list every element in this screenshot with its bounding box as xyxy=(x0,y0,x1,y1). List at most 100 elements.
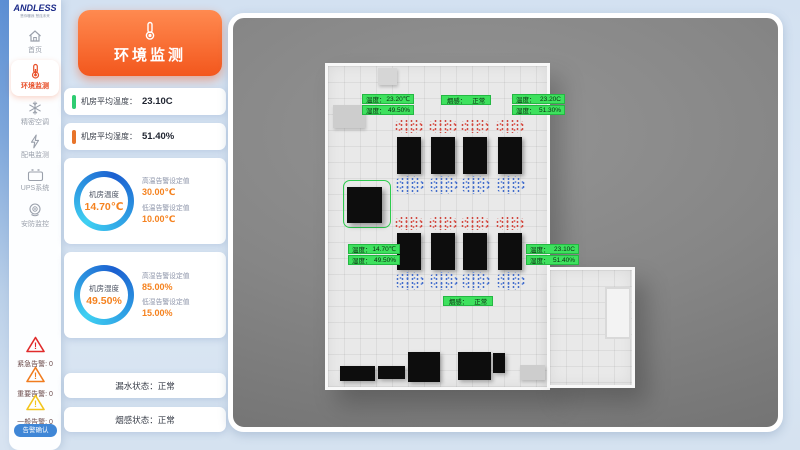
alarm-critical: ! 紧急告警: 0 xyxy=(9,336,61,371)
hot-airflow xyxy=(394,119,424,133)
battery-icon xyxy=(27,169,43,182)
server-rack[interactable] xyxy=(397,233,421,270)
sensor-label-smoke: 烟感： 正常 xyxy=(441,95,491,105)
sensor-label-temperature: 温度： 23.20℃ xyxy=(362,94,414,104)
sidebar-item-security[interactable]: 安防监控 xyxy=(11,202,59,232)
lightning-icon xyxy=(30,134,40,149)
sensor-label-temperature: 温度： 23.10C xyxy=(526,244,579,254)
hot-airflow xyxy=(460,216,490,230)
brand-logo: ANDLESS 慧你暖我 慧连未来 xyxy=(9,3,61,19)
room-temperature-value: 14.70℃ xyxy=(84,201,124,213)
avg-humidity-value: 51.40% xyxy=(142,131,175,142)
alarm-critical-count: 紧急告警: 0 xyxy=(17,361,53,368)
room-humidity-gauge-card: 机房湿度 49.50% 高湿告警设定值 85.00% 低湿告警设定值 15.00… xyxy=(64,252,226,338)
sensor-label-temperature: 温度： 14.70℃ xyxy=(348,244,400,254)
server-rack[interactable] xyxy=(463,137,487,174)
cold-airflow xyxy=(428,272,458,290)
alarm-minor-count: 一般告警: 0 xyxy=(17,419,53,426)
server-rack[interactable] xyxy=(498,137,522,174)
smoke-status-card: 烟感状态：正常 xyxy=(64,407,226,432)
svg-text:!: ! xyxy=(34,341,37,351)
hot-airflow xyxy=(428,119,458,133)
page-title-text: 环境监测 xyxy=(113,47,186,64)
high-temp-setpoint: 30.00℃ xyxy=(142,187,176,197)
sidebar-item-home[interactable]: 首页 xyxy=(11,28,59,58)
leak-status-text: 漏水状态：正常 xyxy=(115,380,175,391)
thermometer-icon xyxy=(145,21,155,40)
equipment-box-gray xyxy=(520,365,545,380)
sensor-label-humidity: 湿度： 51.30% xyxy=(512,105,565,115)
cold-airflow xyxy=(495,176,525,194)
svg-text:!: ! xyxy=(34,399,37,409)
equipment-box xyxy=(493,353,505,373)
cold-airflow xyxy=(460,272,490,290)
cold-airflow xyxy=(428,176,458,194)
hot-airflow xyxy=(460,119,490,133)
camera-icon xyxy=(29,203,41,217)
server-rack[interactable] xyxy=(431,233,455,270)
sidebar-item-ups[interactable]: UPS系统 xyxy=(11,168,59,196)
sidebar-item-power-distribution[interactable]: 配电监测 xyxy=(11,134,59,162)
smoke-status-text: 烟感状态：正常 xyxy=(115,414,175,425)
avg-temperature-card: 机房平均温度： 23.10C xyxy=(64,88,226,115)
sensor-label-humidity: 湿度： 49.50% xyxy=(362,105,414,115)
temperature-ring-gauge: 机房温度 14.70℃ xyxy=(74,171,134,231)
room-temperature-gauge-card: 机房温度 14.70℃ 高温告警设定值 30.00℃ 低温告警设定值 10.00… xyxy=(64,158,226,244)
equipment-box xyxy=(378,366,405,379)
sidebar: ANDLESS 慧你暖我 慧连未来 首页 环境监测 xyxy=(9,0,61,450)
orange-indicator-bar xyxy=(72,129,76,144)
avg-humidity-card: 机房平均湿度： 51.40% xyxy=(64,123,226,150)
room-humidity-value: 49.50% xyxy=(86,295,122,307)
page-title[interactable]: 环境监测 xyxy=(78,10,222,76)
high-humidity-setpoint: 85.00% xyxy=(142,282,173,292)
equipment-box xyxy=(340,366,375,381)
alarm-major: ! 重要告警: 0 xyxy=(9,366,61,401)
room-3d-view[interactable]: 温度： 23.20℃ 湿度： 49.50% 烟感： 正常 温度： 23.20C 湿度： 5… xyxy=(228,13,783,432)
avg-temperature-value: 23.10C xyxy=(142,96,173,107)
server-rack[interactable] xyxy=(463,233,487,270)
warning-triangle-icon: ! xyxy=(25,336,45,353)
warning-triangle-icon: ! xyxy=(25,394,45,411)
home-icon xyxy=(29,30,41,42)
hot-airflow xyxy=(394,216,424,230)
server-rack[interactable] xyxy=(431,137,455,174)
sensor-label-humidity: 湿度： 49.50% xyxy=(348,255,400,265)
leak-status-card: 漏水状态：正常 xyxy=(64,373,226,398)
thermometer-icon xyxy=(31,63,39,79)
ac-unit xyxy=(333,105,365,128)
sidebar-item-environment[interactable]: 环境监测 xyxy=(11,60,59,96)
sensor-label-smoke: 烟感： 正常 xyxy=(443,296,493,306)
cold-airflow xyxy=(394,272,424,290)
low-humidity-setpoint: 15.00% xyxy=(142,308,173,318)
cold-airflow xyxy=(394,176,424,194)
warning-triangle-icon: ! xyxy=(25,366,45,383)
low-temp-setpoint: 10.00℃ xyxy=(142,214,176,224)
sensor-label-temperature: 温度： 23.20C xyxy=(512,94,565,104)
equipment-box xyxy=(408,352,440,382)
sensor-label-humidity: 湿度： 51.40% xyxy=(526,255,579,265)
hot-airflow xyxy=(495,119,525,133)
green-indicator-bar xyxy=(72,94,76,109)
ac-unit xyxy=(378,68,397,85)
alarm-confirm-button[interactable]: 告警确认 xyxy=(14,424,57,437)
brand-tagline: 慧你暖我 慧连未来 xyxy=(20,13,50,18)
snowflake-icon xyxy=(29,101,41,115)
metrics-column: 环境监测 机房平均温度： 23.10C 机房平均湿度： 51.40% 机房温度 … xyxy=(64,0,226,450)
server-rack[interactable] xyxy=(397,137,421,174)
sidebar-item-precision-ac[interactable]: 精密空调 xyxy=(11,100,59,130)
annex-door xyxy=(605,287,631,339)
hot-airflow xyxy=(495,216,525,230)
hot-airflow xyxy=(428,216,458,230)
server-rack[interactable] xyxy=(498,233,522,270)
humidity-ring-gauge: 机房湿度 49.50% xyxy=(74,265,134,325)
alarm-major-count: 重要告警: 0 xyxy=(17,391,53,398)
brand-logo-text: ANDLESS xyxy=(13,3,57,13)
svg-text:!: ! xyxy=(34,371,37,381)
left-accent-bar xyxy=(0,0,9,450)
equipment-box xyxy=(458,352,491,380)
alarm-minor: ! 一般告警: 0 xyxy=(9,394,61,429)
cold-airflow xyxy=(495,272,525,290)
selected-server-rack[interactable] xyxy=(343,180,391,228)
cold-airflow xyxy=(460,176,490,194)
